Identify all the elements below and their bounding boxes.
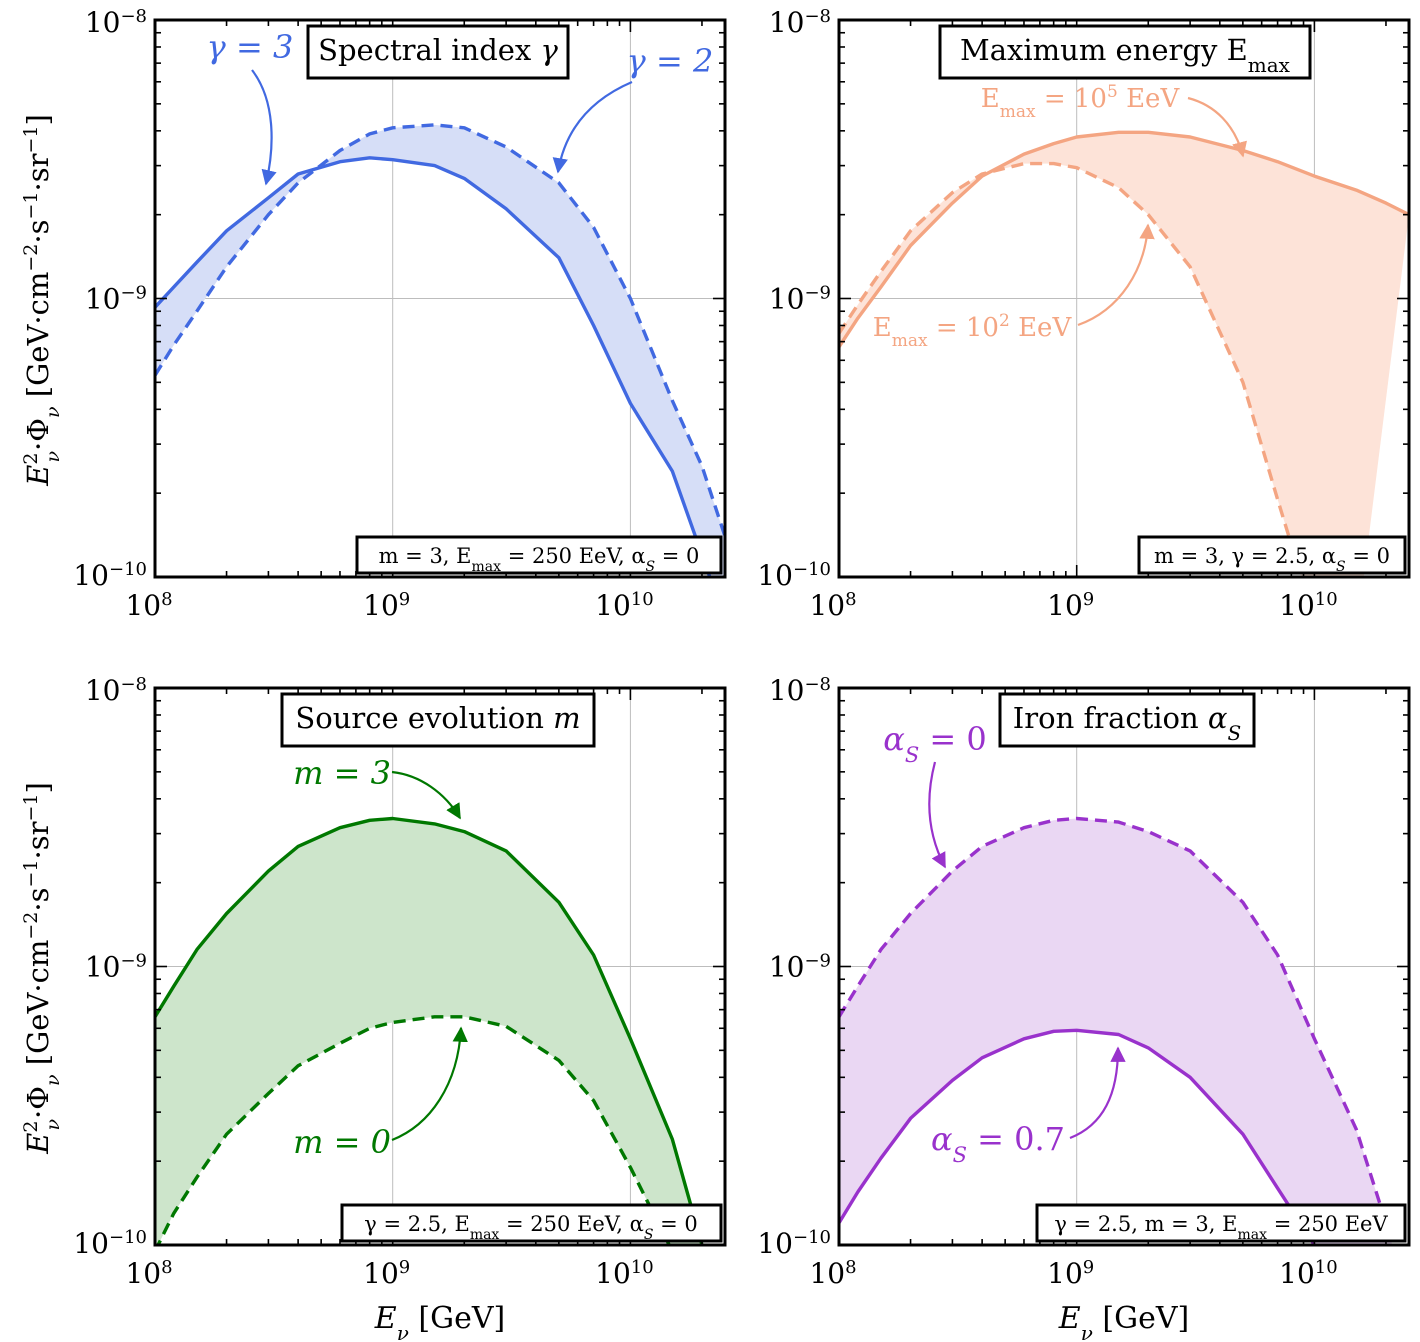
panel-2-arrow-m3 [391,770,461,820]
panel-3-label-alpha07: αS = 0.7 [931,1120,1065,1167]
x-tick-label-0-1: 109 [363,589,410,623]
band-fill-0 [155,124,725,577]
panel-3-arrow-alpha07 [1069,1046,1126,1140]
panel-1-label-emax5: Emax = 105 EeV [981,82,1181,122]
panel-spectral-index: 108 109 1010 10−8 10−9 10−10 Spectral index γ… [73,6,727,623]
y-tick-label-0-1: 10−9 [85,282,147,316]
panel-1-params-box: m = 3, γ = 2.5, αS = 0 [1137,535,1407,575]
panel-1-frame [837,18,1411,579]
panel-3-frame [837,686,1411,1247]
panel-0-params: m = 3, Emax = 250 EeV, αS = 0 [379,544,700,575]
panel-2-label-m0: m = 0 [293,1123,391,1161]
series-line-2-0 [155,816,704,1245]
series-line-1-1 [839,161,1304,577]
series-line-3-1 [839,1028,1317,1245]
panel-2-title-box: Source evolution m [280,692,596,748]
panel-2-title: Source evolution m [295,701,580,735]
panel-1-arrow-emax5 [1187,96,1247,158]
x-tick-label-3-2: 1010 [1279,1257,1338,1291]
series-line-0-0 [155,156,712,577]
x-tick-label-1-0: 108 [809,589,856,623]
x-tick-label-2-2: 1010 [595,1257,654,1291]
panel-0-params-box: m = 3, Emax = 250 EeV, αS = 0 [355,535,723,575]
x-tick-label-2-0: 108 [125,1257,172,1291]
panel-2-arrow-m0 [391,1026,468,1142]
panel-1-params: m = 3, γ = 2.5, αS = 0 [1154,544,1390,575]
xlabel-right: Eν [GeV] [1058,1301,1189,1342]
x-tick-label-3-1: 109 [1047,1257,1094,1291]
y-tick-label-3-2: 10−10 [757,1227,831,1261]
panel-0-plot: 108 109 1010 10−8 10−9 10−10 [73,6,725,623]
panel-2-label-m3: m = 3 [293,754,391,792]
y-tick-label-0-2: 10−10 [73,559,147,593]
panel-0-title: Spectral index γ [318,33,558,67]
panel-3-arrow-alpha0 [928,761,946,869]
panel-3-title-box: Iron fraction αS [998,692,1256,748]
panel-0-title-box: Spectral index γ [306,24,570,80]
panel-3-params: γ = 2.5, m = 3, Emax = 250 EeV [1054,1212,1388,1243]
ylabel-bottom: E2ν·Φν [GeV·cm−2·s−1·sr−1] [20,782,64,1155]
band-fill-1 [839,132,1409,577]
panel-2-params-box: γ = 2.5, Emax = 250 EeV, αS = 0 [340,1203,723,1243]
y-tick-label-3-0: 10−8 [769,674,831,708]
panel-3-title: Iron fraction αS [1013,701,1241,745]
series-line-3-0 [839,816,1394,1245]
x-tick-label-0-0: 108 [125,589,172,623]
panel-maximum-energy: 108 109 1010 10−8 10−9 10−10 Maximum energy E… [757,6,1411,623]
y-tick-label-1-1: 10−9 [769,282,831,316]
panel-1-title-box: Maximum energy Emax [938,24,1312,80]
y-tick-label-2-2: 10−10 [73,1227,147,1261]
x-tick-label-2-1: 109 [363,1257,410,1291]
panel-0-arrow-gamma3 [251,69,277,186]
x-tick-label-1-2: 1010 [1279,589,1338,623]
y-tick-label-3-1: 10−9 [769,950,831,984]
panel-0-arrow-gamma2 [552,80,633,174]
y-tick-label-0-0: 10−8 [85,6,147,40]
panel-0-label-gamma3: γ = 3 [207,28,294,66]
x-tick-label-1-1: 109 [1047,589,1094,623]
y-tick-label-2-0: 10−8 [85,674,147,708]
panel-source-evolution: 108 109 1010 10−8 10−9 10−10 Source evolution… [73,674,727,1291]
y-tick-label-1-0: 10−8 [769,6,831,40]
xlabel-left: Eν [GeV] [374,1301,505,1342]
series-line-1-0 [839,130,1409,348]
panel-3-label-alpha0: αS = 0 [883,720,987,767]
panel-3-plot: 108 109 1010 10−8 10−9 10−10 [757,674,1409,1291]
panel-iron-fraction: 108 109 1010 10−8 10−9 10−10 Iron fraction αS… [757,674,1411,1291]
panel-3-params-box: γ = 2.5, m = 3, Emax = 250 EeV [1035,1203,1407,1243]
band-fill-2 [155,818,702,1245]
panel-1-label-emax2: Emax = 102 EeV [873,311,1073,351]
band-fill-3 [839,818,1393,1245]
series-line-0-1 [155,123,725,537]
panel-2-params: γ = 2.5, Emax = 250 EeV, αS = 0 [364,1212,698,1243]
x-tick-label-3-0: 108 [809,1257,856,1291]
y-tick-label-1-2: 10−10 [757,559,831,593]
panel-2-frame [153,686,727,1247]
x-tick-label-0-2: 1010 [595,589,654,623]
ylabel-top: E2ν·Φν [GeV·cm−2·s−1·sr−1] [20,114,64,487]
panel-1-title: Maximum energy Emax [960,33,1291,77]
panel-0-label-gamma2: γ = 2 [627,42,714,80]
panel-1-arrow-emax2 [1077,223,1155,327]
panel-0-frame [153,18,727,579]
series-line-2-1 [156,1015,672,1245]
y-tick-label-2-1: 10−9 [85,950,147,984]
